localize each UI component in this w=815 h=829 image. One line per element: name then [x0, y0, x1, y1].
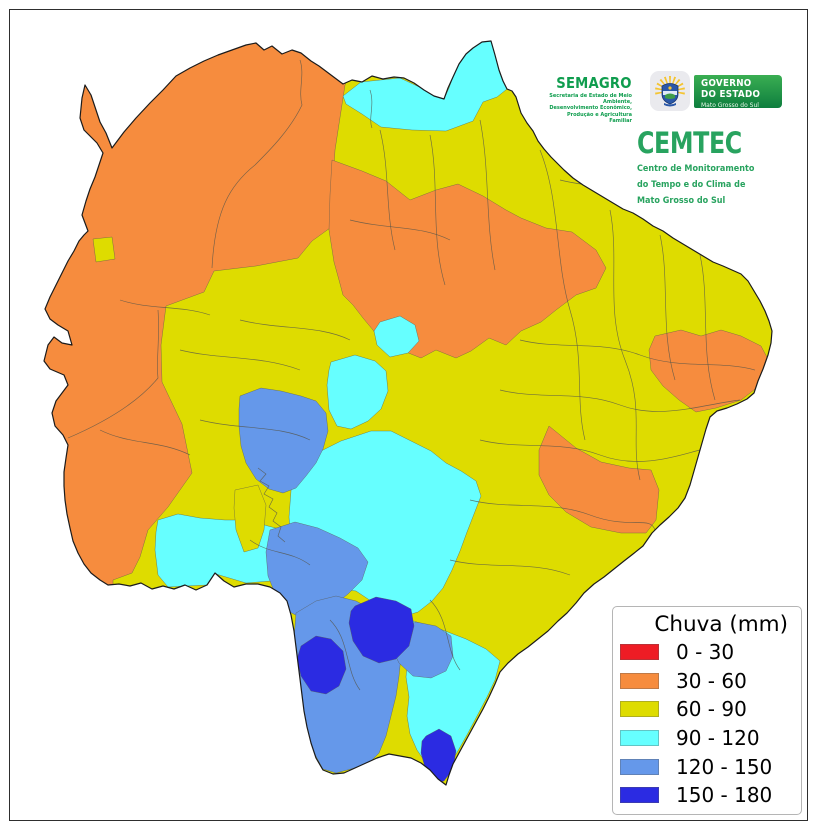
- semagro-title: SEMAGRO: [556, 74, 632, 92]
- map-region-west-yellow-inlier: [92, 236, 116, 263]
- governo-line1: GOVERNO: [701, 78, 752, 89]
- map-region-north-central-orange: [328, 159, 607, 359]
- municipal-border-line: [479, 439, 701, 462]
- map-region-center-yellow-wedge: [233, 484, 267, 553]
- municipal-border-line: [254, 59, 303, 166]
- map-region-central-cyan-upper: [373, 315, 420, 358]
- legend-item: 90 - 120: [620, 724, 801, 753]
- ms-coat-of-arms-icon: [655, 76, 685, 107]
- municipal-border-line: [179, 349, 301, 371]
- legend-item: 120 - 150: [620, 752, 801, 781]
- municipal-border-line: [499, 389, 741, 412]
- cemtec-subtitle-line: Centro de Monitoramento: [637, 164, 755, 174]
- map-region-deep-blue-north: [348, 596, 415, 664]
- municipal-border-line: [211, 164, 256, 269]
- municipal-border-line: [539, 149, 586, 441]
- municipal-border-line: [449, 559, 571, 576]
- legend-swatch: [620, 787, 659, 804]
- legend-label: 0 - 30: [676, 640, 735, 665]
- municipal-border-line: [379, 129, 396, 251]
- municipal-border-line: [249, 539, 311, 566]
- municipal-border-line: [329, 619, 361, 691]
- map-region-deep-blue-west: [296, 635, 347, 695]
- legend-label: 30 - 60: [676, 668, 747, 693]
- municipal-border-line: [609, 209, 641, 481]
- legend-swatch: [620, 644, 659, 661]
- governo-line3: Mato Grosso do Sul: [701, 101, 759, 109]
- legend-swatch: [620, 730, 659, 747]
- cemtec-subtitle-line: Mato Grosso do Sul: [637, 196, 726, 206]
- legend-label: 90 - 120: [676, 726, 760, 751]
- legend-item: 30 - 60: [620, 667, 801, 696]
- map-region-west-blue: [238, 387, 329, 494]
- legend-label: 120 - 150: [676, 754, 773, 779]
- legend-item: 60 - 90: [620, 695, 801, 724]
- municipal-border-line: [199, 419, 311, 441]
- cemtec-subtitle-line: do Tempo e do Clima de: [637, 180, 746, 190]
- semagro-logo: SEMAGRO Secretaria de Estado de Meio Amb…: [546, 75, 632, 124]
- map-region-central-cyan-lower: [326, 354, 389, 430]
- governo-shield-box: [650, 71, 690, 111]
- municipal-border-line: [67, 309, 159, 439]
- legend: Chuva (mm) 0 - 30 30 - 60 60 - 90 90 - 1…: [612, 606, 802, 815]
- legend-swatch: [620, 701, 659, 718]
- semagro-subtitle-line: Desenvolvimento Econômico,: [549, 105, 632, 112]
- legend-title: Chuva (mm): [654, 612, 788, 637]
- municipal-border-line: [429, 599, 461, 671]
- municipal-border-line: [429, 134, 446, 286]
- legend-swatch: [620, 672, 659, 689]
- municipal-border-line: [369, 89, 373, 129]
- cemtec-title: CEMTEC: [637, 126, 742, 160]
- legend-item: 0 - 30: [620, 638, 801, 667]
- legend-swatch: [620, 758, 659, 775]
- state-outline: [43, 40, 773, 786]
- legend-label: 60 - 90: [676, 697, 747, 722]
- governo-line2: DO ESTADO: [701, 89, 761, 100]
- map-region-southeast-orange: [538, 425, 660, 534]
- municipal-border-line: [239, 319, 351, 341]
- governo-logo: GOVERNO DO ESTADO Mato Grosso do Sul: [694, 75, 782, 108]
- municipal-border-line: [224, 582, 241, 634]
- legend-item: 150 - 180: [620, 781, 801, 810]
- municipal-border-line: [349, 219, 451, 241]
- municipal-border-line: [699, 254, 716, 401]
- municipal-border-line: [257, 467, 286, 543]
- municipal-border-line: [469, 499, 656, 531]
- cemtec-logo: CEMTEC Centro de Monitoramento do Tempo …: [637, 129, 765, 206]
- municipal-border-line: [99, 429, 191, 456]
- municipal-border-line: [479, 119, 496, 271]
- municipal-border-line: [119, 299, 211, 316]
- semagro-subtitle-line: Secretaria de Estado de Meio Ambiente,: [549, 93, 632, 106]
- municipal-border-line: [519, 339, 756, 371]
- legend-label: 150 - 180: [676, 783, 773, 808]
- map-region-deep-blue-south-tip: [420, 728, 457, 785]
- semagro-subtitle-line: Produção e Agricultura Familiar: [566, 111, 632, 124]
